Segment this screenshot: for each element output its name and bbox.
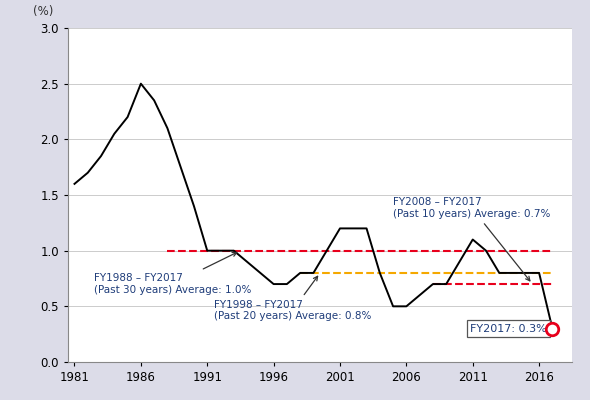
Text: FY1988 – FY2017
(Past 30 years) Average: 1.0%: FY1988 – FY2017 (Past 30 years) Average:… xyxy=(94,252,252,294)
Text: FY1998 – FY2017
(Past 20 years) Average: 0.8%: FY1998 – FY2017 (Past 20 years) Average:… xyxy=(214,276,371,321)
Text: FY2017: 0.3%: FY2017: 0.3% xyxy=(470,324,551,334)
Text: (%): (%) xyxy=(32,5,53,18)
Text: FY2008 – FY2017
(Past 10 years) Average: 0.7%: FY2008 – FY2017 (Past 10 years) Average:… xyxy=(393,197,550,281)
